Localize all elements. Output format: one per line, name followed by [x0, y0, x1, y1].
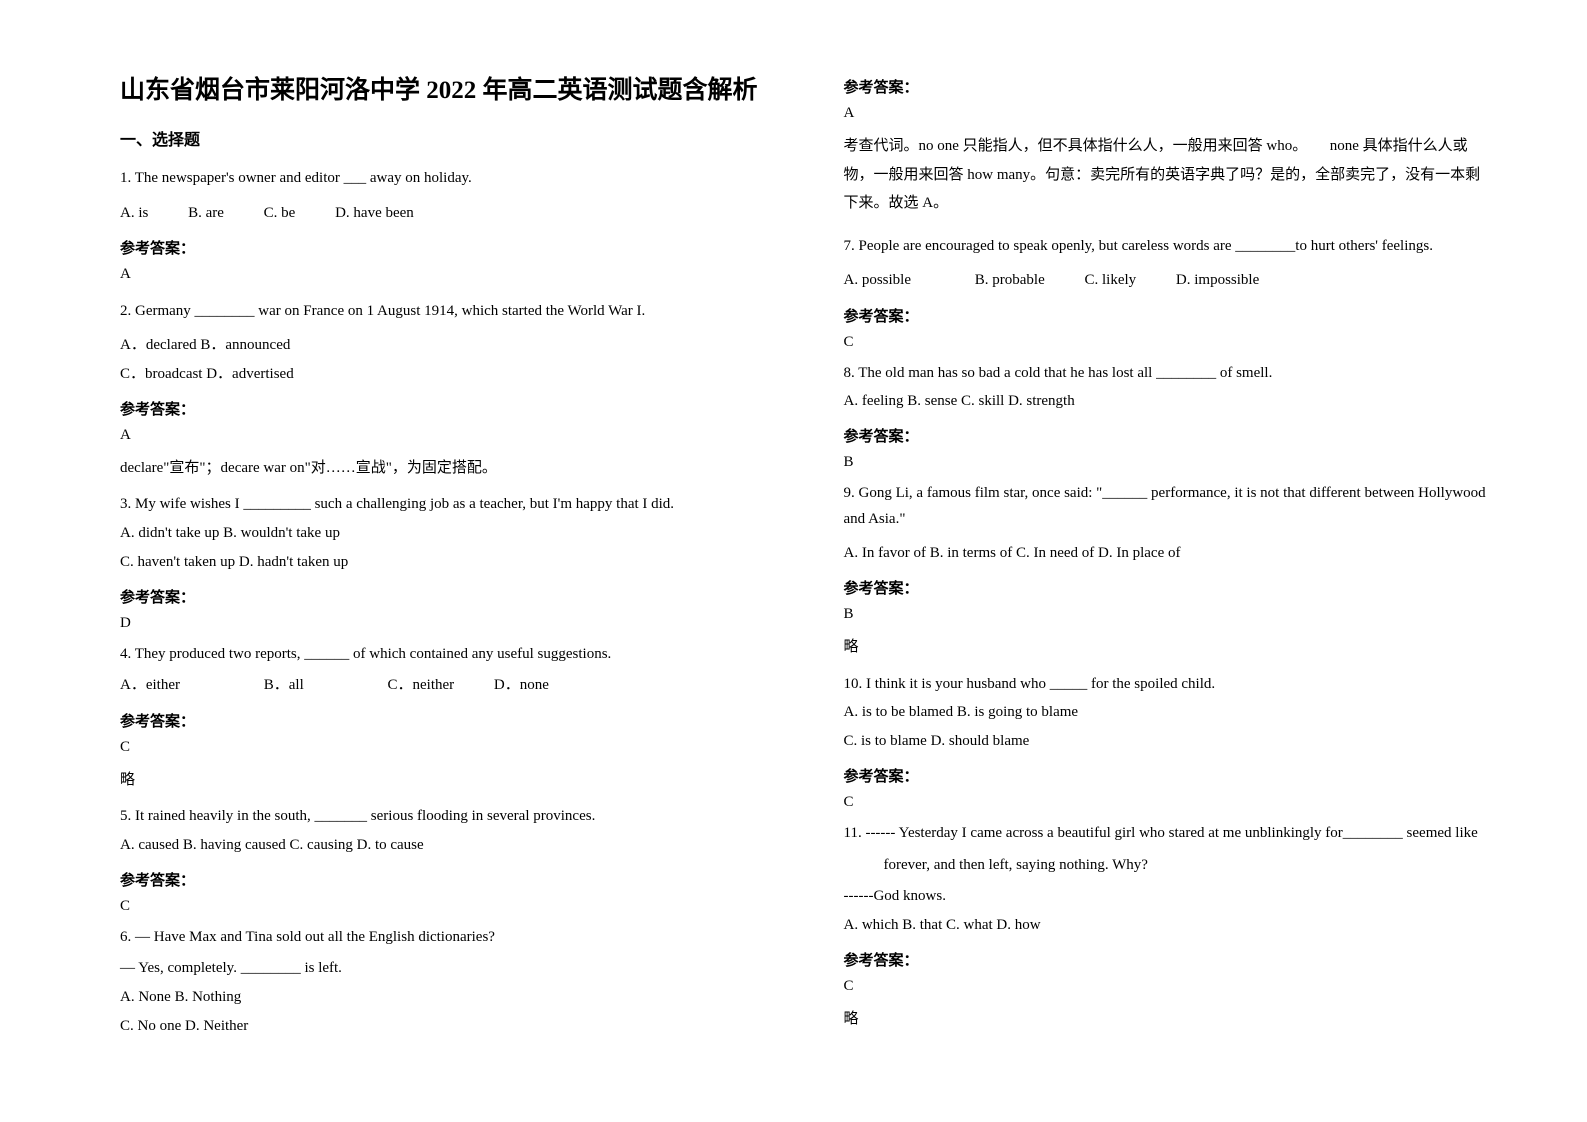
q1-opt-a: A. is	[120, 199, 148, 228]
q10-answer: C	[844, 794, 1488, 811]
q2-stem: 2. Germany ________ war on France on 1 A…	[120, 297, 764, 326]
q1-opt-d: D. have been	[335, 199, 414, 228]
q4-opt-b: B．all	[264, 671, 304, 700]
q2-answer-label: 参考答案：	[120, 398, 764, 419]
q9-stem: 9. Gong Li, a famous film star, once sai…	[844, 481, 1488, 532]
q3-stem: 3. My wife wishes I _________ such a cha…	[120, 492, 764, 518]
q1-opt-b: B. are	[188, 199, 224, 228]
q4-stem: 4. They produced two reports, ______ of …	[120, 642, 764, 668]
section-heading: 一、选择题	[120, 126, 764, 150]
q11-stem1: 11. ------ Yesterday I came across a bea…	[844, 821, 1488, 847]
q8-options-line1: A. feeling B. sense C. skill D. strength	[844, 388, 1488, 415]
right-column: 参考答案： A 考查代词。no one 只能指人，但不具体指什么人，一般用来回答…	[804, 70, 1508, 1082]
q1-answer: A	[120, 266, 764, 283]
q8-answer: B	[844, 454, 1488, 471]
q5-answer: C	[120, 898, 764, 915]
q4-answer-label: 参考答案：	[120, 710, 764, 731]
q7-opt-c: C. likely	[1084, 266, 1136, 295]
q2-options-line2: C．broadcast D．advertised	[120, 361, 764, 388]
q1-answer-label: 参考答案：	[120, 237, 764, 258]
q9-answer: B	[844, 606, 1488, 623]
q6-explain: 考查代词。no one 只能指人，但不具体指什么人，一般用来回答 who。 no…	[844, 132, 1488, 218]
q4-answer: C	[120, 739, 764, 756]
q5-stem: 5. It rained heavily in the south, _____…	[120, 804, 764, 830]
q5-options-line1: A. caused B. having caused C. causing D.…	[120, 832, 764, 859]
q11-stem3: ------God knows.	[844, 884, 1488, 910]
q9-answer-label: 参考答案：	[844, 577, 1488, 598]
q9-brief: 略	[844, 633, 1488, 662]
q7-options: A. possible B. probable C. likely D. imp…	[844, 266, 1488, 295]
q6-answer-label: 参考答案：	[844, 76, 1488, 97]
q10-options-line1: A. is to be blamed B. is going to blame	[844, 699, 1488, 726]
q2-options-line1: A．declared B．announced	[120, 332, 764, 359]
q4-brief: 略	[120, 766, 764, 795]
q8-answer-label: 参考答案：	[844, 425, 1488, 446]
q9-options-line1: A. In favor of B. in terms of C. In need…	[844, 540, 1488, 567]
q4-opt-c: C．neither	[387, 671, 454, 700]
document-title: 山东省烟台市莱阳河洛中学 2022 年高二英语测试题含解析	[120, 70, 764, 106]
q11-answer-label: 参考答案：	[844, 949, 1488, 970]
q7-answer: C	[844, 334, 1488, 351]
q7-opt-b: B. probable	[975, 266, 1045, 295]
q10-answer-label: 参考答案：	[844, 765, 1488, 786]
q6-stem2: — Yes, completely. ________ is left.	[120, 956, 764, 982]
q7-opt-a: A. possible	[844, 266, 912, 295]
q1-opt-c: C. be	[264, 199, 296, 228]
q7-opt-d: D. impossible	[1176, 266, 1259, 295]
q11-options-line1: A. which B. that C. what D. how	[844, 912, 1488, 939]
q1-stem: 1. The newspaper's owner and editor ___ …	[120, 164, 764, 193]
q2-answer: A	[120, 427, 764, 444]
q1-options: A. is B. are C. be D. have been	[120, 199, 764, 228]
q7-stem: 7. People are encouraged to speak openly…	[844, 232, 1488, 261]
q5-answer-label: 参考答案：	[120, 869, 764, 890]
q11-brief: 略	[844, 1005, 1488, 1034]
q6-stem1: 6. — Have Max and Tina sold out all the …	[120, 925, 764, 951]
q2-explain: declare"宣布"；decare war on"对……宣战"，为固定搭配。	[120, 454, 764, 483]
q6-options-line1: A. None B. Nothing	[120, 984, 764, 1011]
q4-opt-a: A．either	[120, 671, 180, 700]
q3-options-line2: C. haven't taken up D. hadn't taken up	[120, 549, 764, 576]
q10-stem: 10. I think it is your husband who _____…	[844, 672, 1488, 698]
page-root: 山东省烟台市莱阳河洛中学 2022 年高二英语测试题含解析 一、选择题 1. T…	[0, 0, 1587, 1122]
q4-options: A．either B．all C．neither D．none	[120, 671, 764, 700]
q11-stem2: forever, and then left, saying nothing. …	[844, 853, 1488, 879]
q6-answer: A	[844, 105, 1488, 122]
q8-stem: 8. The old man has so bad a cold that he…	[844, 361, 1488, 387]
q3-options-line1: A. didn't take up B. wouldn't take up	[120, 520, 764, 547]
q6-options-line2: C. No one D. Neither	[120, 1013, 764, 1040]
q3-answer: D	[120, 615, 764, 632]
q7-answer-label: 参考答案：	[844, 305, 1488, 326]
q3-answer-label: 参考答案：	[120, 586, 764, 607]
q10-options-line2: C. is to blame D. should blame	[844, 728, 1488, 755]
left-column: 山东省烟台市莱阳河洛中学 2022 年高二英语测试题含解析 一、选择题 1. T…	[100, 70, 804, 1082]
q11-answer: C	[844, 978, 1488, 995]
q4-opt-d: D．none	[494, 671, 549, 700]
